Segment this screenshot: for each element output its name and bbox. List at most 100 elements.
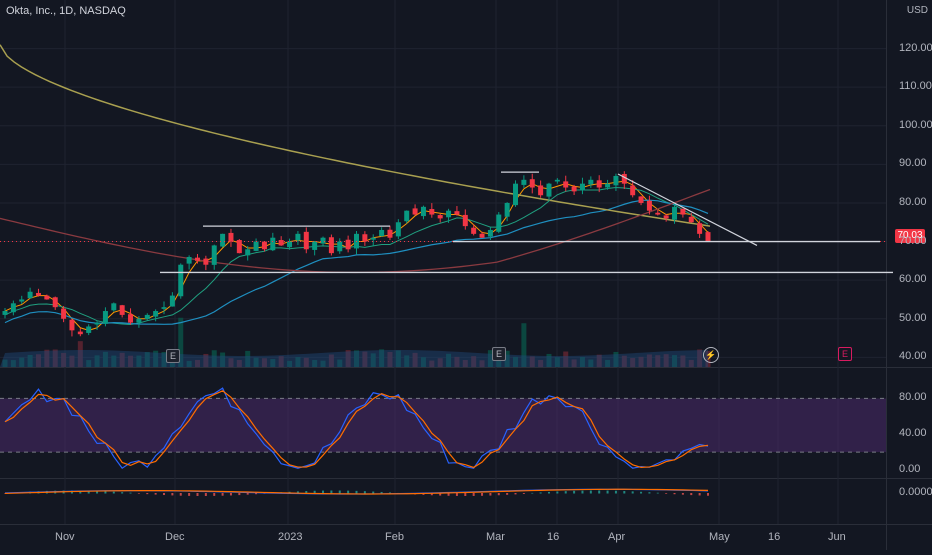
volume-bar [19, 357, 25, 367]
candle-body [395, 222, 401, 237]
candle-body [287, 241, 293, 248]
volume-bar [412, 352, 418, 367]
volume-bar [35, 354, 41, 367]
volume-bar [672, 355, 678, 367]
earnings-icon[interactable]: E [492, 347, 506, 361]
volume-bar [446, 353, 452, 367]
macd-histogram-bar [681, 493, 684, 495]
candle-body [86, 326, 92, 333]
currency-label: USD [906, 5, 928, 16]
volume-bar [513, 356, 519, 367]
candle [69, 318, 75, 337]
candle [688, 213, 694, 223]
time-tick: 2023 [278, 531, 303, 543]
candle-body [554, 179, 560, 182]
candle-body [10, 303, 16, 313]
candle-body [487, 229, 493, 237]
macd-histogram-bar [631, 491, 634, 494]
candle-body [379, 229, 385, 237]
symbol-title[interactable]: Okta, Inc., 1D, NASDAQ [6, 5, 126, 17]
macd-histogram-bar [455, 493, 458, 496]
candle [546, 182, 552, 202]
earnings-icon[interactable]: E [166, 349, 180, 363]
candle-body [638, 196, 644, 203]
candle-body [144, 314, 150, 320]
volume-bar [605, 359, 611, 367]
volume-bar [261, 358, 267, 367]
volume-bar [579, 356, 585, 367]
volume-bar [496, 356, 502, 367]
candle-body [429, 209, 435, 215]
price-tick: 110.00 [899, 80, 932, 93]
candle [337, 238, 343, 254]
earnings-icon[interactable]: E [838, 347, 852, 361]
volume-bar [128, 355, 134, 367]
volume-bar [437, 358, 443, 367]
candle-body [69, 319, 75, 331]
macd-histogram-bar [255, 493, 258, 495]
volume-bar [613, 351, 619, 367]
candle-body [328, 237, 334, 254]
macd-histogram-bar [338, 490, 341, 494]
candle-body [605, 183, 611, 188]
ma-line [4, 199, 709, 325]
macd-histogram-bar [698, 493, 701, 496]
volume-bar [663, 354, 669, 367]
candle [596, 175, 602, 193]
volume-bar [236, 360, 242, 367]
macd-histogram-bar [305, 491, 308, 494]
macd-histogram-bar [573, 490, 576, 494]
candle [178, 263, 184, 299]
candle [521, 175, 527, 188]
candle [579, 177, 585, 195]
candle-body [44, 295, 50, 300]
volume-bar [429, 360, 435, 367]
macd-histogram-bar [313, 490, 316, 494]
macd-histogram-bar [665, 493, 668, 494]
volume-bar [10, 360, 16, 367]
price-tick: 60.00 [899, 273, 927, 286]
volume-bar [270, 359, 276, 367]
candle-body [680, 208, 686, 215]
signal-line [4, 488, 709, 495]
last-price-tag: 70.03 [895, 229, 925, 243]
bolt-icon[interactable]: ⚡ [703, 347, 719, 363]
volume-bar [328, 354, 334, 367]
candle [128, 308, 134, 325]
volume-bar [571, 359, 577, 367]
rsi-tick: 0.00 [899, 463, 921, 475]
candle [153, 309, 159, 322]
candle-body [211, 245, 217, 265]
volume-bar [462, 359, 468, 367]
volume-bar [680, 355, 686, 367]
macd-histogram-bar [656, 492, 659, 494]
candle [287, 238, 293, 250]
candle-body [479, 233, 485, 238]
candle [420, 205, 426, 220]
macd-histogram-bar [673, 493, 676, 495]
macd-histogram-bar [380, 491, 383, 494]
candle-body [446, 210, 452, 218]
volume-bar [220, 352, 226, 367]
candle-body [236, 240, 242, 254]
time-tick: Mar [486, 531, 505, 543]
candle [77, 328, 83, 337]
volume-bar [504, 350, 510, 367]
macd-histogram-bar [564, 491, 567, 494]
candle-body [538, 185, 544, 196]
candle [228, 228, 234, 247]
candle [19, 295, 25, 305]
volume-bar [638, 356, 644, 367]
candle-body [513, 183, 519, 206]
volume-bar [144, 352, 150, 367]
macd-histogram-bar [213, 493, 216, 496]
candle-body [203, 258, 209, 265]
candle [169, 292, 175, 307]
volume-bar [77, 341, 83, 367]
macd-histogram-bar [481, 493, 484, 496]
candle [52, 296, 58, 310]
volume-bar [86, 360, 92, 367]
volume-bar [2, 359, 8, 367]
